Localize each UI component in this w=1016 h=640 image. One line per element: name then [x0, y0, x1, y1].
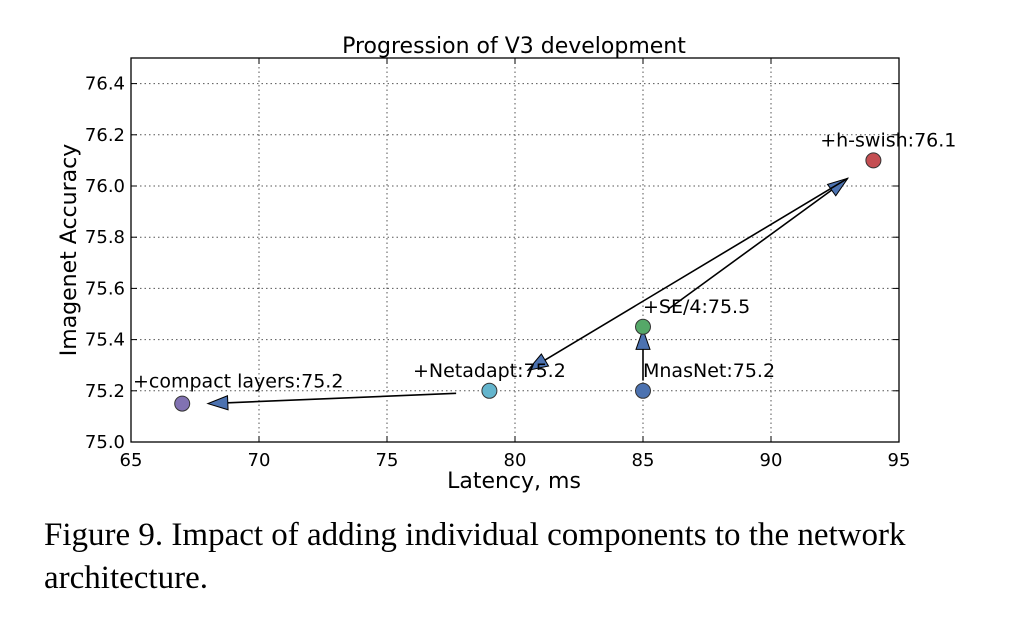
point-netadapt: [481, 382, 498, 399]
y-axis-label: Imagenet Accuracy: [57, 144, 82, 356]
x-tick-label: 70: [248, 450, 271, 471]
label-se4: +SE/4:75.5: [643, 296, 750, 318]
arrow-se-to-hswish: [668, 177, 850, 310]
point-mnasnet: [635, 382, 651, 399]
chart: Progression of V3 development 65 70 75 80 85…: [57, 34, 956, 494]
y-tick-label: 75.8: [85, 227, 125, 248]
y-tick-label: 76.0: [85, 176, 125, 197]
y-tick-label: 75.2: [85, 381, 125, 402]
point-labels: MnasNet:75.2 +SE/4:75.5 +h-swish:76.1 +Neta…: [133, 129, 956, 392]
figure-caption: Figure 9. Impact of adding individual co…: [44, 517, 906, 596]
x-tick-label: 75: [376, 450, 399, 471]
arrow-shaft: [227, 392, 457, 404]
arrows: [206, 177, 850, 411]
x-tick-label: 80: [504, 450, 527, 471]
point-compact-layers: [174, 395, 191, 412]
arrow-shaft: [544, 177, 849, 361]
chart-title: Progression of V3 development: [342, 34, 686, 59]
points: [174, 152, 882, 412]
y-tick-label: 76.4: [85, 74, 125, 95]
arrow-shaft: [668, 189, 833, 310]
x-tick-label: 90: [760, 450, 783, 471]
arrow-head: [635, 327, 651, 350]
point-se4: [635, 318, 651, 335]
axis-ticks: 65 70 75 80 85 90 95 75.0 75.2 75.4 75.6 75.8 76.0 76…: [85, 58, 911, 471]
label-mnasnet: MnasNet:75.2: [643, 360, 775, 382]
y-tick-label: 75.4: [85, 330, 125, 351]
label-compact-layers: +compact layers:75.2: [133, 371, 343, 393]
label-h-swish: +h-swish:76.1: [820, 129, 956, 151]
arrow-head: [826, 177, 850, 197]
x-tick-label: 95: [888, 450, 911, 471]
x-axis-label: Latency, ms: [447, 469, 581, 494]
label-netadapt: +Netadapt:75.2: [413, 360, 566, 382]
y-tick-label: 76.2: [85, 125, 125, 146]
arrow-head: [206, 395, 229, 411]
arrow-hswish-to-netadapt: [526, 177, 849, 372]
x-tick-label: 85: [632, 450, 655, 471]
y-tick-label: 75.0: [85, 432, 125, 453]
arrow-netadapt-to-compact: [206, 392, 457, 411]
arrow-mnasnet-to-se: [635, 327, 651, 381]
y-tick-label: 75.6: [85, 278, 125, 299]
point-h-swish: [865, 152, 882, 169]
x-tick-label: 65: [120, 450, 143, 471]
arrow-head: [526, 353, 550, 372]
